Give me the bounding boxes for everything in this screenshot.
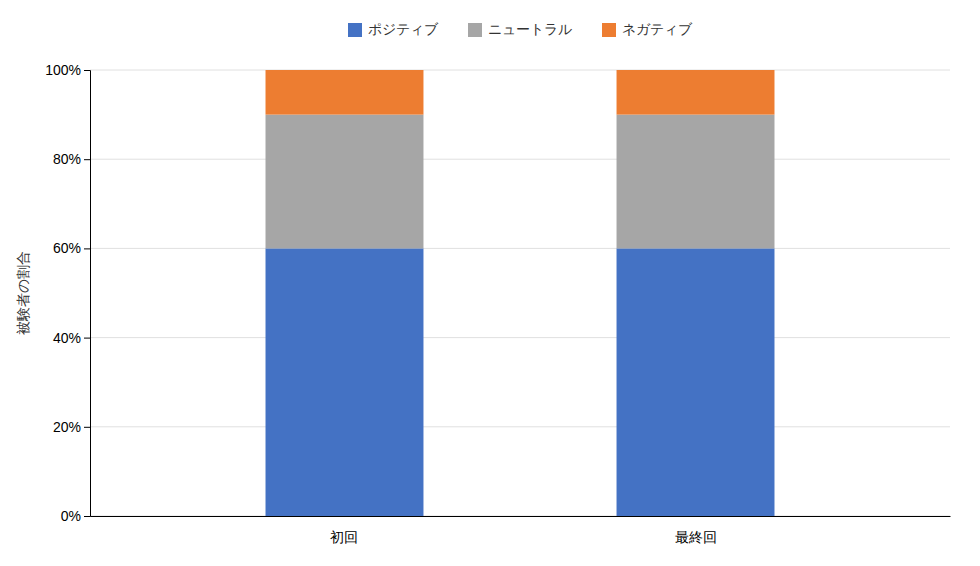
tick-label: 0% [61,508,81,524]
tick: 初回 [330,529,358,545]
axis-title: 被験者の割合 [15,251,31,335]
series [266,70,775,115]
bar [617,115,775,249]
tick: 0% [61,508,90,524]
x-axis: 初回 最終回 [91,517,951,545]
axis-line [84,71,91,517]
legend-swatch [348,23,362,37]
tick-label: 20% [53,419,81,435]
bar [617,70,775,115]
legend: ポジティブ ニュートラル ネガティブ [348,21,693,37]
series [266,115,775,249]
tick-label: 100% [45,62,81,78]
tick: 80% [53,151,90,167]
tick: 40% [53,330,90,346]
tick-label: 80% [53,151,81,167]
tick: 100% [45,62,90,78]
legend-label: ポジティブ [368,21,439,37]
tick-label: 初回 [330,529,358,545]
tick-label: 60% [53,240,81,256]
tick: 20% [53,419,90,435]
tick-mark [84,516,90,517]
tick-mark [84,70,90,71]
grid-line [90,70,950,71]
tick-mark [84,427,90,428]
bar [266,70,424,115]
bar [617,248,775,516]
tick: 60% [53,240,90,256]
chart: 0% 20% 40% 60% 80% 100% 初回 最終回 被験者の割合 ポジティブ ニュートラル… [0,0,980,566]
grid-line [90,159,950,160]
bar [266,248,424,516]
bars [266,70,775,516]
grid-line [90,337,950,338]
series [266,248,775,516]
legend-item: ニュートラル [468,21,572,37]
legend-swatch [468,23,482,37]
tick-label: 最終回 [675,529,717,545]
grid [90,70,950,516]
tick-label: 40% [53,330,81,346]
tick-mark [84,338,90,339]
tick-mark [84,159,90,160]
bar [266,115,424,249]
legend-item: ネガティブ [602,21,693,37]
tick: 最終回 [675,529,717,545]
grid-line [90,516,950,517]
legend-swatch [602,23,616,37]
legend-label: ネガティブ [622,21,693,37]
plot: 0% 20% 40% 60% 80% 100% 初回 最終回 [45,62,950,545]
legend-label: ニュートラル [488,21,572,37]
legend-item: ポジティブ [348,21,439,37]
y-axis: 0% 20% 40% 60% 80% 100% [45,62,90,524]
axis-line [91,516,951,517]
grid-line [90,426,950,427]
grid-line [90,248,950,249]
tick-mark [84,248,90,249]
